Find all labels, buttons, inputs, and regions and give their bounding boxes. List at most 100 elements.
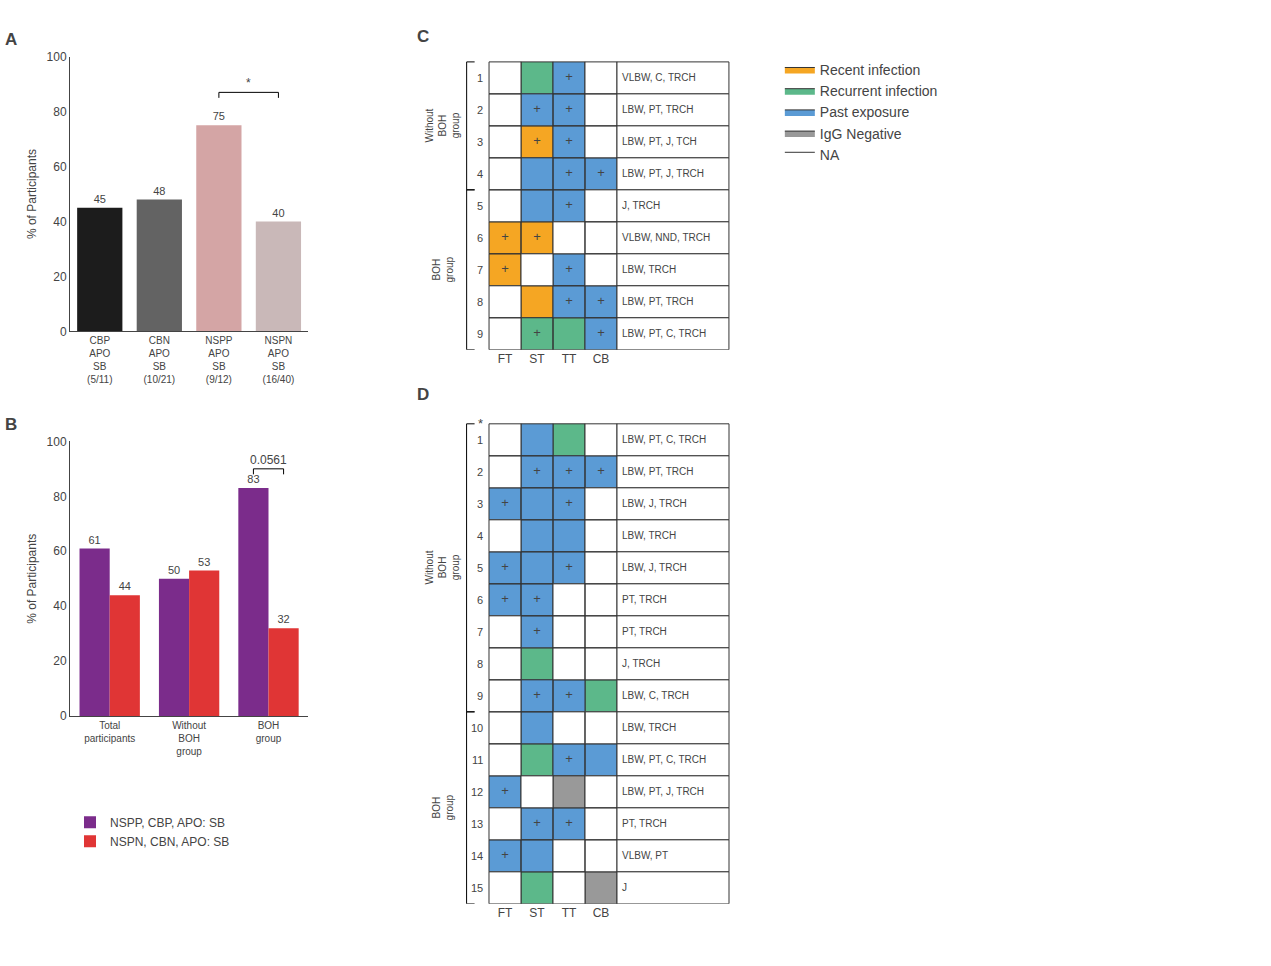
- svg-text:0: 0: [60, 325, 67, 339]
- svg-text:*: *: [246, 76, 251, 90]
- svg-text:CBNAPOSB(10/21): CBNAPOSB(10/21): [143, 335, 175, 385]
- svg-text:BOHgroup: BOHgroup: [431, 794, 455, 820]
- svg-text:5: 5: [477, 562, 483, 574]
- svg-text:Past exposure: Past exposure: [820, 104, 910, 120]
- svg-text:4: 4: [477, 168, 483, 180]
- svg-text:+: +: [501, 495, 509, 510]
- svg-text:+: +: [565, 751, 573, 766]
- svg-text:+: +: [565, 165, 573, 180]
- svg-text:+: +: [533, 101, 541, 116]
- svg-text:Totalparticipants: Totalparticipants: [84, 720, 135, 744]
- svg-text:+: +: [597, 463, 605, 478]
- svg-text:+: +: [565, 495, 573, 510]
- svg-text:2: 2: [477, 104, 483, 116]
- svg-text:+: +: [597, 293, 605, 308]
- svg-text:0.0561: 0.0561: [250, 453, 287, 467]
- svg-text:J, TRCH: J, TRCH: [622, 200, 660, 211]
- svg-text:9: 9: [477, 328, 483, 340]
- svg-text:LBW, TRCH: LBW, TRCH: [622, 530, 676, 541]
- svg-text:8: 8: [477, 296, 483, 308]
- svg-text:+: +: [501, 261, 509, 276]
- svg-text:+: +: [565, 197, 573, 212]
- svg-text:LBW, PT, TRCH: LBW, PT, TRCH: [622, 296, 694, 307]
- svg-text:D: D: [417, 385, 429, 404]
- svg-text:+: +: [501, 559, 509, 574]
- svg-text:PT, TRCH: PT, TRCH: [622, 626, 667, 637]
- svg-text:LBW, TRCH: LBW, TRCH: [622, 264, 676, 275]
- svg-text:LBW, PT, J, TCH: LBW, PT, J, TCH: [622, 136, 697, 147]
- svg-text:TT: TT: [562, 906, 577, 920]
- svg-text:+: +: [501, 847, 509, 862]
- svg-text:NSPNAPOSB(16/40): NSPNAPOSB(16/40): [263, 335, 295, 385]
- svg-text:PT, TRCH: PT, TRCH: [622, 594, 667, 605]
- svg-text:44: 44: [119, 580, 131, 592]
- svg-text:+: +: [565, 101, 573, 116]
- svg-text:% of Participants: % of Participants: [25, 534, 39, 624]
- svg-text:2: 2: [477, 466, 483, 478]
- svg-text:VLBW, C, TRCH: VLBW, C, TRCH: [622, 72, 696, 83]
- svg-text:6: 6: [477, 232, 483, 244]
- svg-text:45: 45: [94, 193, 106, 205]
- svg-text:+: +: [533, 815, 541, 830]
- svg-text:LBW, PT, J, TRCH: LBW, PT, J, TRCH: [622, 168, 704, 179]
- svg-text:NSPP, CBP, APO: SB: NSPP, CBP, APO: SB: [110, 816, 225, 830]
- svg-text:0: 0: [60, 709, 67, 723]
- svg-text:TT: TT: [562, 352, 577, 366]
- svg-text:Recent infection: Recent infection: [820, 62, 920, 78]
- svg-text:1: 1: [477, 434, 483, 446]
- svg-text:PT, TRCH: PT, TRCH: [622, 818, 667, 829]
- svg-text:61: 61: [88, 534, 100, 546]
- svg-text:80: 80: [53, 490, 67, 504]
- svg-text:10: 10: [471, 722, 483, 734]
- svg-text:4: 4: [477, 530, 483, 542]
- svg-text:ST: ST: [529, 352, 545, 366]
- svg-text:75: 75: [213, 110, 225, 122]
- svg-text:+: +: [565, 687, 573, 702]
- svg-text:40: 40: [53, 215, 67, 229]
- svg-text:IgG Negative: IgG Negative: [820, 126, 902, 142]
- svg-text:13: 13: [471, 818, 483, 830]
- svg-text:+: +: [533, 623, 541, 638]
- svg-text:1: 1: [477, 72, 483, 84]
- svg-text:Recurrent infection: Recurrent infection: [820, 83, 938, 99]
- svg-text:WithoutBOHgroup: WithoutBOHgroup: [424, 108, 461, 142]
- svg-text:LBW, J, TRCH: LBW, J, TRCH: [622, 562, 687, 573]
- svg-text:6: 6: [477, 594, 483, 606]
- svg-text:LBW, PT, C, TRCH: LBW, PT, C, TRCH: [622, 434, 706, 445]
- svg-text:J: J: [622, 882, 627, 893]
- svg-text:+: +: [565, 463, 573, 478]
- svg-text:LBW, PT, C, TRCH: LBW, PT, C, TRCH: [622, 754, 706, 765]
- svg-text:15: 15: [471, 882, 483, 894]
- svg-text:20: 20: [53, 270, 67, 284]
- svg-text:3: 3: [477, 136, 483, 148]
- svg-text:J, TRCH: J, TRCH: [622, 658, 660, 669]
- svg-text:+: +: [565, 69, 573, 84]
- svg-text:83: 83: [247, 473, 259, 485]
- svg-text:20: 20: [53, 654, 67, 668]
- svg-text:9: 9: [477, 690, 483, 702]
- svg-text:60: 60: [53, 160, 67, 174]
- svg-text:NSPPAPOSB(9/12): NSPPAPOSB(9/12): [205, 335, 233, 385]
- svg-text:CB: CB: [593, 352, 610, 366]
- svg-text:NSPN, CBN, APO: SB: NSPN, CBN, APO: SB: [110, 835, 229, 849]
- svg-text:+: +: [533, 325, 541, 340]
- svg-text:50: 50: [168, 564, 180, 576]
- svg-text:+: +: [501, 783, 509, 798]
- svg-text:7: 7: [477, 626, 483, 638]
- svg-text:32: 32: [277, 613, 289, 625]
- svg-text:40: 40: [272, 207, 284, 219]
- svg-text:C: C: [417, 27, 429, 46]
- svg-text:ST: ST: [529, 906, 545, 920]
- svg-text:FT: FT: [498, 906, 513, 920]
- svg-text:80: 80: [53, 105, 67, 119]
- svg-text:+: +: [565, 815, 573, 830]
- svg-text:VLBW, PT: VLBW, PT: [622, 850, 668, 861]
- svg-text:+: +: [533, 133, 541, 148]
- svg-text:+: +: [597, 325, 605, 340]
- svg-text:LBW, TRCH: LBW, TRCH: [622, 722, 676, 733]
- svg-text:+: +: [533, 687, 541, 702]
- svg-text:LBW, C, TRCH: LBW, C, TRCH: [622, 690, 689, 701]
- svg-text:*: *: [478, 416, 483, 431]
- svg-text:3: 3: [477, 498, 483, 510]
- svg-text:B: B: [5, 415, 17, 434]
